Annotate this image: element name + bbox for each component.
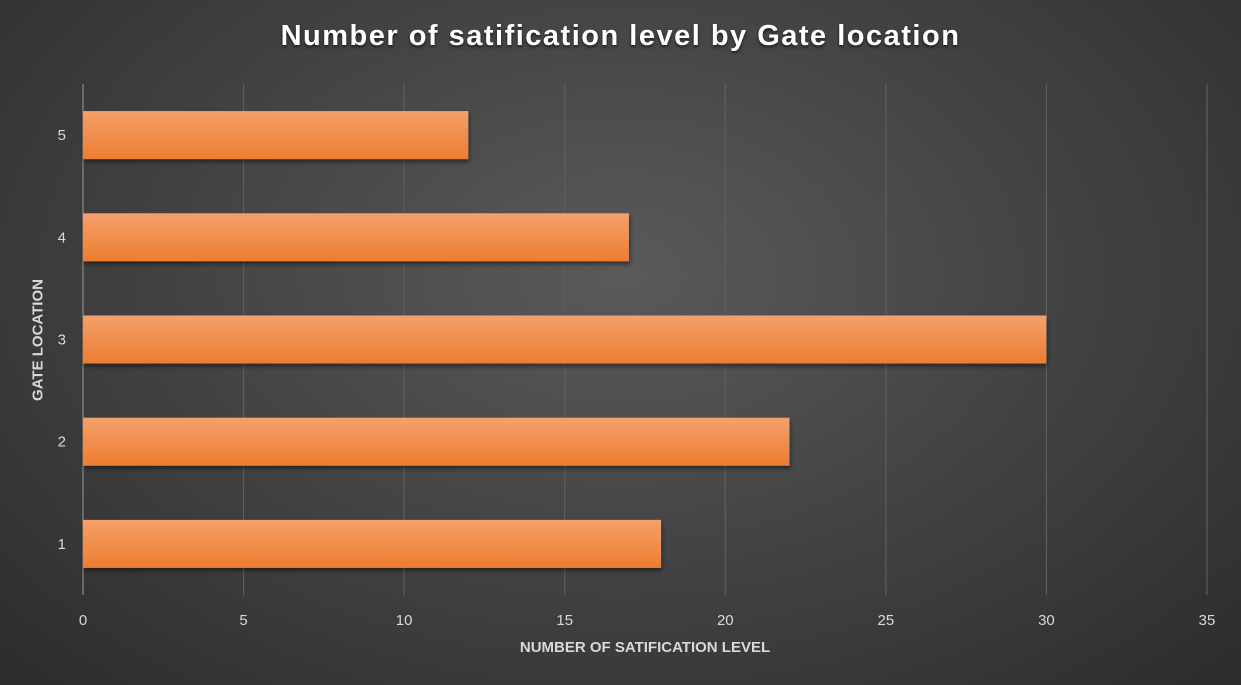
x-tick-label: 5 <box>239 612 247 629</box>
y-tick-label: 4 <box>58 229 66 246</box>
x-tick-label: 30 <box>1038 612 1055 629</box>
y-tick-label: 2 <box>58 434 66 451</box>
x-tick-label: 35 <box>1199 612 1216 629</box>
bar <box>83 111 469 160</box>
bar <box>83 213 629 262</box>
x-tick-label: 15 <box>556 612 573 629</box>
chart-title: Number of satification level by Gate loc… <box>280 20 961 52</box>
bar <box>83 417 790 466</box>
bar <box>83 519 662 568</box>
y-tick-label: 3 <box>58 332 66 349</box>
bar <box>83 315 1047 364</box>
x-axis-title: NUMBER OF SATIFICATION LEVEL <box>519 639 771 656</box>
y-tick-label: 5 <box>58 127 66 144</box>
x-tick-label: 10 <box>396 612 413 629</box>
x-tick-label: 0 <box>79 612 87 629</box>
x-tick-label: 20 <box>717 612 734 629</box>
x-tick-label: 25 <box>878 612 895 629</box>
y-tick-label: 1 <box>58 536 66 553</box>
